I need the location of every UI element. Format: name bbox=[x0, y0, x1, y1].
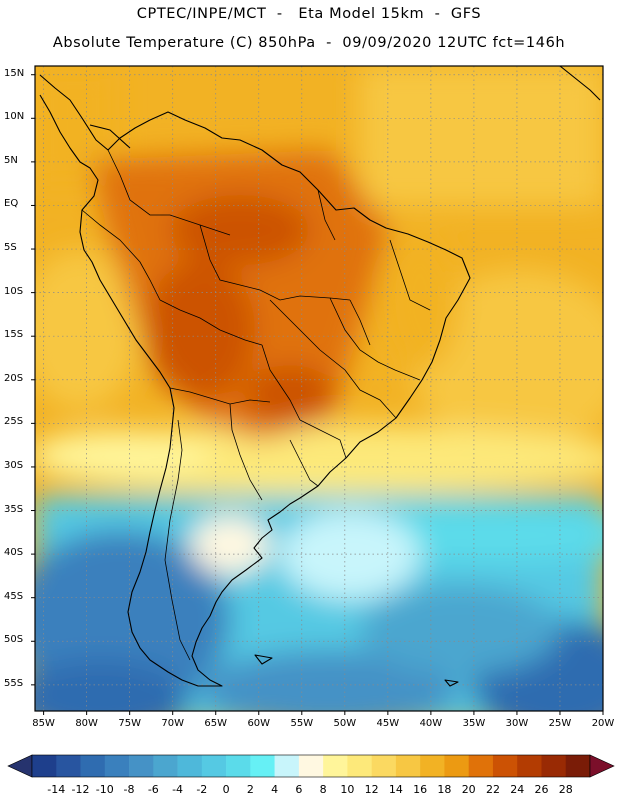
lat-label: EQ bbox=[4, 198, 19, 210]
colorbar-swatch bbox=[565, 755, 591, 777]
field-patagonia-pale bbox=[190, 515, 270, 575]
colorbar-tick-label: -10 bbox=[95, 783, 114, 796]
colorbar-under-triangle bbox=[7, 754, 33, 778]
colorbar-swatch bbox=[541, 755, 567, 777]
colorbar-tick-label: -8 bbox=[123, 783, 135, 796]
colorbar-swatch bbox=[323, 755, 348, 777]
colorbar-swatch bbox=[250, 755, 275, 777]
colorbar-swatch bbox=[201, 755, 227, 777]
colorbar-swatch bbox=[56, 755, 81, 777]
lon-label: 40W bbox=[419, 718, 443, 729]
colorbar-tick-label: 20 bbox=[461, 783, 476, 796]
temperature-map bbox=[31, 65, 604, 715]
lat-label: 15N bbox=[4, 67, 25, 79]
graticule bbox=[35, 66, 603, 711]
lat-label: 5S bbox=[4, 242, 17, 254]
colorbar-swatch bbox=[492, 755, 518, 777]
lon-label: 70W bbox=[161, 718, 184, 729]
colorbar-tick-label: 8 bbox=[319, 783, 327, 796]
lat-label: 35S bbox=[4, 503, 24, 515]
colorbar-swatch bbox=[104, 755, 130, 777]
lon-label: 50W bbox=[333, 718, 357, 729]
lon-label: 75W bbox=[118, 718, 141, 729]
colorbar-tick-label: -12 bbox=[71, 783, 90, 796]
field-northeast-warm bbox=[380, 230, 460, 370]
lon-label: 65W bbox=[204, 718, 228, 729]
coastline bbox=[39, 66, 601, 687]
field-warm-plume bbox=[280, 510, 420, 600]
lon-label: 35W bbox=[462, 718, 486, 729]
lat-label: 25S bbox=[4, 416, 24, 428]
colorbar-tick-label: -14 bbox=[47, 783, 66, 796]
colorbar-swatch bbox=[80, 755, 106, 777]
chart-title-line1: CPTEC/INPE/MCT - Eta Model 15km - GFS bbox=[136, 6, 482, 22]
field-pale-band-2 bbox=[35, 430, 210, 480]
colorbar-tick-label: 10 bbox=[340, 783, 355, 796]
colorbar-swatch bbox=[226, 755, 251, 777]
field-blue-central bbox=[360, 585, 560, 675]
field-blue-mid bbox=[200, 650, 460, 711]
field-blue-south-deep bbox=[35, 660, 190, 711]
colorbar bbox=[7, 754, 615, 778]
colorbar-tick-label: 4 bbox=[271, 783, 279, 796]
colorbar-swatch bbox=[420, 755, 445, 777]
colorbar-swatch bbox=[347, 755, 372, 777]
colorbar-swatch bbox=[32, 755, 57, 777]
colorbar-swatch bbox=[517, 755, 542, 777]
lat-label: 20S bbox=[4, 372, 24, 384]
lon-label: 85W bbox=[32, 718, 55, 729]
colorbar-swatch bbox=[395, 755, 421, 777]
colorbar-tick-label: 12 bbox=[364, 783, 379, 796]
lon-label: 20W bbox=[591, 718, 615, 729]
colorbar-over-triangle bbox=[589, 754, 615, 778]
chart-title-line2: Absolute Temperature (C) 850hPa - 09/09/… bbox=[52, 35, 566, 51]
colorbar-swatch bbox=[153, 755, 178, 777]
colorbar-tick-label: -6 bbox=[147, 783, 159, 796]
field-warm-atlantic bbox=[360, 66, 603, 206]
colorbar-tick-label: 22 bbox=[485, 783, 500, 796]
lon-label: 45W bbox=[376, 718, 400, 729]
lon-label: 25W bbox=[548, 718, 572, 729]
colorbar-tick-label: 16 bbox=[413, 783, 428, 796]
borders bbox=[81, 149, 431, 661]
lon-label: 80W bbox=[75, 718, 98, 729]
lat-label: 15S bbox=[4, 329, 24, 341]
lat-label: 5N bbox=[4, 154, 18, 166]
colorbar-tick-label: 24 bbox=[510, 783, 525, 796]
colorbar-tick-label: 26 bbox=[534, 783, 549, 796]
colorbar-tick-label: 2 bbox=[246, 783, 254, 796]
colorbar-tick-label: 14 bbox=[388, 783, 403, 796]
field-hotspot-south bbox=[245, 365, 335, 425]
axis-ticks bbox=[31, 74, 604, 715]
colorbar-tick-label: 28 bbox=[558, 783, 573, 796]
field-pacific-mid bbox=[35, 250, 140, 410]
lat-label: 45S bbox=[4, 590, 24, 602]
field-hotspot-amazon bbox=[170, 195, 310, 265]
lat-label: 10S bbox=[4, 285, 24, 297]
colorbar-swatch bbox=[129, 755, 154, 777]
lat-label: 50S bbox=[4, 634, 24, 646]
lat-label: 10N bbox=[4, 111, 25, 123]
lon-label: 30W bbox=[505, 718, 529, 729]
colorbar-swatch bbox=[298, 755, 324, 777]
colorbar-swatch bbox=[371, 755, 397, 777]
lat-label: 30S bbox=[4, 459, 24, 471]
colorbar-tick-label: 6 bbox=[295, 783, 303, 796]
field-hotspot-west bbox=[145, 260, 255, 400]
colorbar-tick-label: -2 bbox=[196, 783, 208, 796]
lat-label: 40S bbox=[4, 547, 24, 559]
lon-label: 60W bbox=[247, 718, 271, 729]
colorbar-swatch bbox=[468, 755, 494, 777]
colorbar-tick-label: 0 bbox=[222, 783, 230, 796]
map-frame bbox=[34, 65, 604, 712]
lon-label: 55W bbox=[290, 718, 314, 729]
colorbar-swatch bbox=[177, 755, 203, 777]
colorbar-tick-label: -4 bbox=[172, 783, 184, 796]
colorbar-swatch bbox=[274, 755, 300, 777]
lat-label: 55S bbox=[4, 677, 24, 689]
colorbar-swatch bbox=[444, 755, 469, 777]
colorbar-tick-label: 18 bbox=[437, 783, 452, 796]
